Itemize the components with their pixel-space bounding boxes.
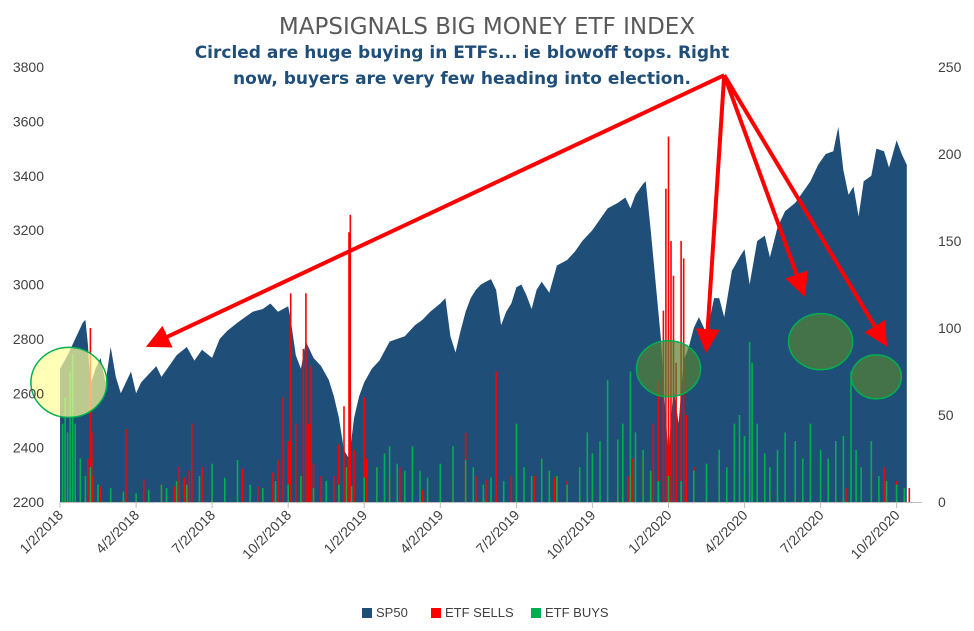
right-y-axis: 0 50 100 150 200 250: [938, 59, 962, 510]
right-tick-label-2: 100: [938, 320, 962, 336]
x-tick-label-4: 1/2/2019: [320, 507, 370, 557]
x-tick-label-5: 4/2/2019: [397, 507, 447, 557]
left-tick-label-1: 2400: [13, 440, 44, 456]
highlight-circle-3: [850, 354, 903, 400]
right-tick-label-5: 250: [938, 59, 962, 75]
left-tick-label-2: 2600: [13, 385, 44, 401]
right-tick-label-4: 200: [938, 146, 962, 162]
sp50-area: [60, 126, 907, 503]
highlight-circle-0: [30, 346, 108, 419]
x-tick-label-9: 4/2/2020: [701, 507, 751, 557]
left-tick-label-5: 3200: [13, 222, 44, 238]
legend: SP50 ETF SELLS ETF BUYS: [362, 605, 609, 620]
x-tick-label-7: 10/2/2019: [543, 507, 599, 563]
x-axis: 1/2/2018 4/2/2018 7/2/2018 10/2/2018 1/2/201…: [16, 502, 922, 562]
x-tick-label-1: 4/2/2018: [92, 507, 142, 557]
left-y-axis: 2200 2400 2600 2800 3000 3200 3400 3600 3800: [13, 59, 44, 510]
x-tick-label-11: 10/2/2020: [847, 507, 903, 563]
highlight-circle-2: [787, 312, 854, 371]
left-tick-label-3: 2800: [13, 331, 44, 347]
annotation-arrow-1: [695, 75, 727, 353]
annotation-line-2: now, buyers are very few heading into el…: [233, 69, 691, 89]
left-tick-label-6: 3400: [13, 168, 44, 184]
plot-area: [30, 73, 911, 503]
legend-label-sp50: SP50: [376, 605, 408, 620]
left-tick-label-8: 3800: [13, 59, 44, 75]
right-tick-label-3: 150: [938, 233, 962, 249]
x-tick-label-2: 7/2/2018: [168, 507, 218, 557]
legend-swatch-etf-sells: [431, 608, 441, 618]
x-tick-label-8: 1/2/2020: [625, 507, 675, 557]
x-tick-label-6: 7/2/2019: [473, 507, 523, 557]
left-tick-label-0: 2200: [13, 494, 44, 510]
x-tick-label-3: 10/2/2018: [239, 507, 295, 563]
chart-title: MAPSIGNALS BIG MONEY ETF INDEX: [279, 14, 695, 40]
x-tick-label-10: 7/2/2020: [777, 507, 827, 557]
x-tick-label-0: 1/2/2018: [16, 507, 66, 557]
annotation-arrow-3: [722, 74, 888, 347]
legend-label-etf-sells: ETF SELLS: [445, 605, 514, 620]
left-tick-label-7: 3600: [13, 113, 44, 129]
right-tick-label-0: 0: [938, 494, 946, 510]
annotation-arrow-0: [145, 73, 726, 348]
right-tick-label-1: 50: [938, 407, 954, 423]
highlight-circle-1: [635, 340, 702, 398]
annotation-arrow-2: [722, 74, 808, 297]
legend-label-etf-buys: ETF BUYS: [545, 605, 609, 620]
annotation-line-1: Circled are huge buying in ETFs... ie bl…: [195, 43, 730, 63]
left-tick-label-4: 3000: [13, 277, 44, 293]
legend-swatch-sp50: [362, 608, 372, 618]
legend-swatch-etf-buys: [531, 608, 541, 618]
